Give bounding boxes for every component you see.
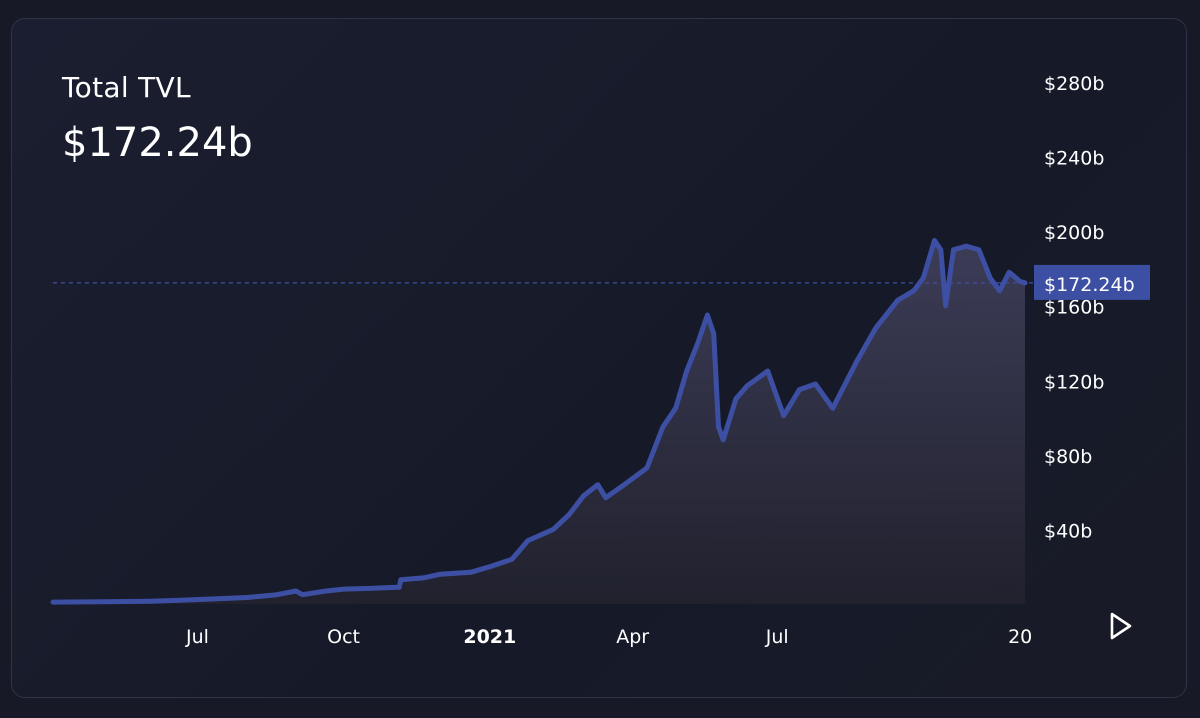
y-tick-label: $160b: [1044, 297, 1104, 319]
y-tick-label: $40b: [1044, 520, 1092, 542]
y-tick-label: $280b: [1044, 73, 1104, 95]
x-tick-label: Apr: [616, 626, 649, 648]
y-tick-label: $200b: [1044, 222, 1104, 244]
x-tick-label: Jul: [765, 626, 789, 648]
tvl-series-line: [50, 238, 1028, 605]
current-tvl-value: $172.24b: [62, 120, 253, 166]
x-tick-label: 2021: [463, 626, 516, 648]
y-tick-label: $120b: [1044, 371, 1104, 393]
x-tick-label: Jul: [185, 626, 209, 648]
x-tick-label: Oct: [327, 626, 360, 648]
tvl-area-fill: [53, 240, 1025, 604]
y-tick-label: $240b: [1044, 148, 1104, 170]
chart-title: Total TVL: [62, 71, 191, 104]
play-icon[interactable]: [1108, 611, 1134, 641]
current-value-tag-label: $172.24b: [1044, 274, 1135, 296]
current-value-tag: [1034, 264, 1150, 300]
x-tick-label: 20: [1008, 626, 1032, 648]
y-tick-label: $80b: [1044, 446, 1092, 468]
